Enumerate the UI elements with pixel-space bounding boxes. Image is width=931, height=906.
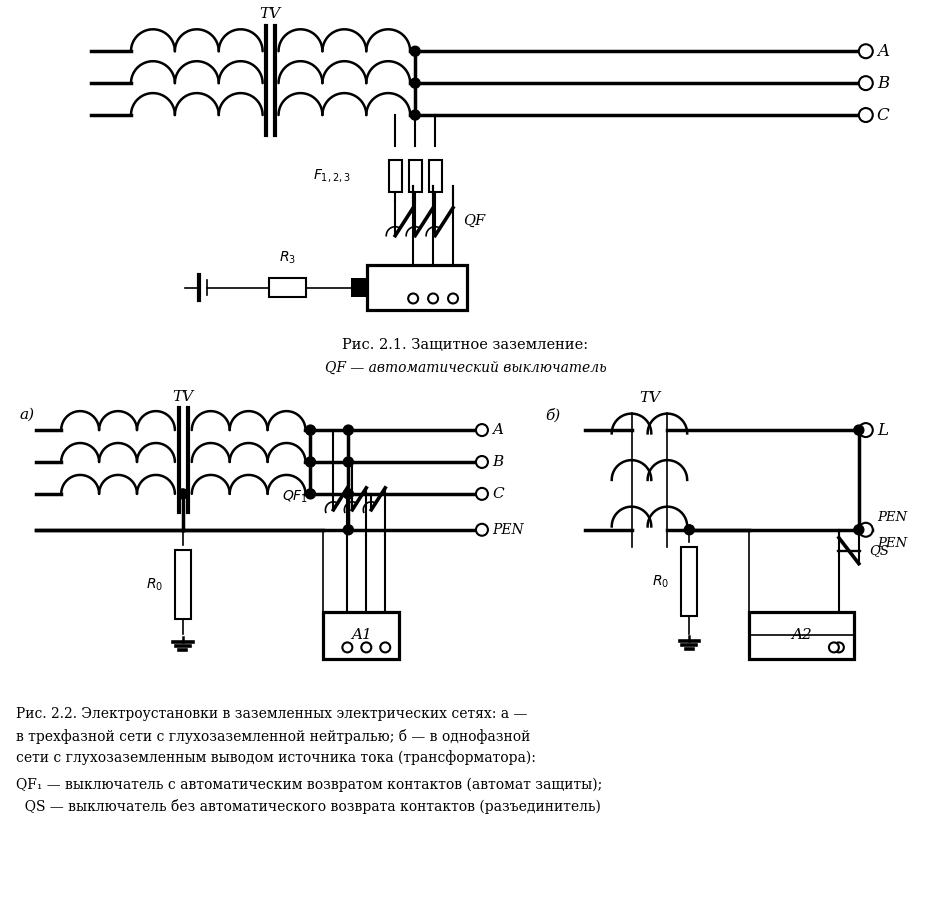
Text: сети с глухозаземленным выводом источника тока (трансформатора):: сети с глухозаземленным выводом источник…: [17, 751, 536, 766]
Text: A1: A1: [351, 629, 371, 642]
Text: C: C: [492, 487, 504, 501]
Text: $R_0$: $R_0$: [146, 576, 163, 593]
Circle shape: [448, 294, 458, 304]
Circle shape: [476, 424, 488, 436]
Circle shape: [854, 425, 864, 435]
Circle shape: [858, 44, 872, 58]
Circle shape: [344, 457, 354, 467]
Circle shape: [476, 456, 488, 468]
Bar: [268, 277, 306, 297]
Text: QF: QF: [463, 214, 485, 227]
Circle shape: [858, 523, 872, 536]
Bar: [175, 550, 191, 620]
Circle shape: [834, 642, 843, 652]
Text: Рис. 2.1. Защитное заземление:: Рис. 2.1. Защитное заземление:: [343, 338, 588, 352]
Text: QS: QS: [869, 545, 889, 557]
Text: A2: A2: [791, 629, 812, 642]
Circle shape: [380, 642, 390, 652]
Text: $F_{1,2,3}$: $F_{1,2,3}$: [313, 168, 350, 184]
Text: L: L: [877, 421, 888, 439]
Circle shape: [305, 489, 316, 499]
Text: QF — автоматический выключатель: QF — автоматический выключатель: [325, 361, 606, 375]
Circle shape: [854, 525, 864, 535]
Bar: [389, 159, 401, 192]
Circle shape: [305, 425, 316, 435]
Bar: [681, 546, 697, 616]
Text: $R_3$: $R_3$: [279, 249, 296, 265]
Text: PEN: PEN: [877, 537, 907, 550]
Circle shape: [684, 525, 695, 535]
Circle shape: [476, 488, 488, 500]
Text: B: B: [877, 74, 889, 92]
Text: PEN: PEN: [877, 511, 907, 525]
Text: в трехфазной сети с глухозаземленной нейтралью; б — в однофазной: в трехфазной сети с глухозаземленной ней…: [17, 728, 531, 744]
Bar: [428, 159, 441, 192]
Bar: [368, 265, 467, 311]
Bar: [749, 612, 854, 660]
Circle shape: [411, 46, 420, 56]
Bar: [409, 159, 422, 192]
Text: TV: TV: [259, 7, 280, 22]
Circle shape: [344, 525, 354, 535]
Circle shape: [858, 108, 872, 122]
Text: QF₁ — выключатель с автоматическим возвратом контактов (автомат защиты);: QF₁ — выключатель с автоматическим возвр…: [17, 777, 602, 792]
Circle shape: [411, 78, 420, 88]
Text: A: A: [492, 423, 503, 437]
Circle shape: [343, 642, 352, 652]
Circle shape: [408, 294, 418, 304]
Circle shape: [361, 642, 371, 652]
Circle shape: [411, 110, 420, 120]
Circle shape: [344, 425, 354, 435]
Text: TV: TV: [172, 390, 194, 404]
Circle shape: [829, 642, 839, 652]
Bar: [351, 277, 368, 297]
Text: $QF_1$: $QF_1$: [282, 488, 308, 505]
Circle shape: [858, 76, 872, 90]
Circle shape: [858, 423, 872, 437]
Text: б): б): [545, 408, 560, 422]
Text: C: C: [877, 107, 889, 123]
Text: A: A: [877, 43, 889, 60]
Text: B: B: [492, 455, 503, 469]
Circle shape: [305, 457, 316, 467]
Text: TV: TV: [639, 391, 660, 405]
Circle shape: [476, 524, 488, 535]
Text: $R_0$: $R_0$: [653, 573, 669, 590]
Bar: [323, 612, 399, 660]
Text: Рис. 2.2. Электроустановки в заземленных электрических сетях: а —: Рис. 2.2. Электроустановки в заземленных…: [17, 708, 528, 721]
Circle shape: [178, 489, 188, 499]
Circle shape: [428, 294, 439, 304]
Circle shape: [344, 489, 354, 499]
Text: a): a): [20, 408, 34, 422]
Text: QS — выключатель без автоматического возврата контактов (разъединитель): QS — выключатель без автоматического воз…: [17, 799, 601, 814]
Text: PEN: PEN: [492, 523, 523, 536]
